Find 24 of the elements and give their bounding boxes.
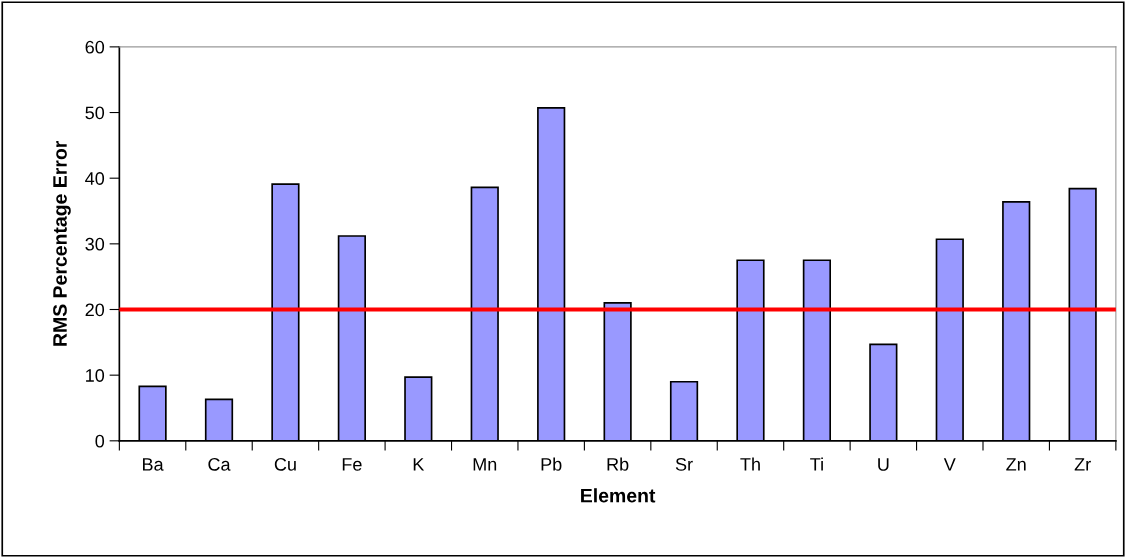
x-tick-label: Fe	[342, 458, 362, 471]
x-tick-label: K	[413, 458, 425, 471]
x-tick-label: Rb	[607, 457, 629, 471]
x-tick-label: Sr	[675, 457, 693, 471]
x-tick-label: Cu	[274, 457, 296, 471]
y-tick-label: 20	[85, 303, 105, 317]
y-tick-label: 10	[86, 369, 105, 382]
x-axis-title: Element	[581, 488, 656, 503]
y-axis-title: RMS Percentage Error	[53, 140, 71, 346]
y-tick-label: 40	[85, 172, 105, 185]
x-tick-label: V	[943, 458, 956, 471]
x-tick-label: Th	[740, 457, 760, 471]
x-tick-label: Zn	[1006, 458, 1026, 471]
x-tick-label: Ti	[810, 457, 823, 471]
y-tick-label: 60	[85, 40, 105, 54]
x-tick-label: Zr	[1074, 458, 1091, 471]
x-tick-label: Ba	[143, 458, 164, 471]
y-tick-label: 0	[95, 434, 105, 448]
x-tick-label: U	[878, 458, 889, 471]
y-tick-label: 30	[85, 237, 105, 251]
x-tick-label: Pb	[541, 457, 562, 471]
x-tick-label: Ca	[208, 457, 231, 471]
x-tick-label: Mn	[473, 458, 497, 471]
y-tick-label: 50	[85, 106, 105, 120]
